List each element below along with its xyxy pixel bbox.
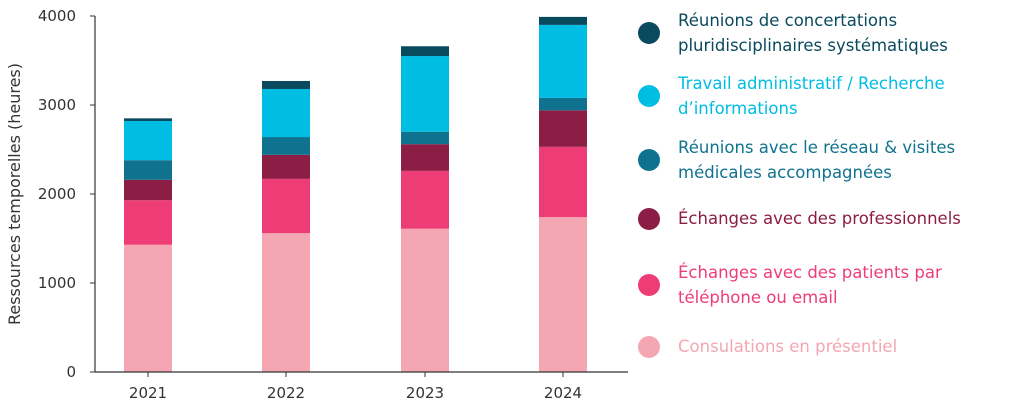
x-tick-label: 2022 bbox=[267, 384, 305, 402]
bar-segment bbox=[539, 97, 587, 111]
x-tick-label: 2024 bbox=[544, 384, 582, 402]
legend-item: Échanges avec des patients par téléphone… bbox=[638, 260, 1018, 320]
bar-segment bbox=[401, 228, 449, 372]
bar-segment bbox=[401, 46, 449, 57]
bar-segment bbox=[539, 110, 587, 147]
x-tick-label: 2021 bbox=[129, 384, 167, 402]
legend-label: Échanges avec des patients par téléphone… bbox=[678, 263, 942, 307]
legend-swatch bbox=[638, 22, 660, 44]
legend-item: Réunions avec le réseau & visites médica… bbox=[638, 135, 1018, 195]
legend-label: Échanges avec des professionnels bbox=[678, 209, 961, 228]
legend-swatch bbox=[638, 336, 660, 358]
bar-segment bbox=[124, 179, 172, 201]
bar-segment bbox=[539, 217, 587, 372]
bar-segment bbox=[539, 16, 587, 25]
legend-item: Travail administratif / Recherche d’info… bbox=[638, 71, 1018, 131]
bar-segment bbox=[124, 118, 172, 122]
bar-segment bbox=[262, 80, 310, 89]
stacked-bar-chart: 0 1000 2000 3000 4000 2021 2022 2023 2024 Resso… bbox=[5, 7, 628, 402]
bar-segment bbox=[401, 131, 449, 145]
bar-segment bbox=[262, 88, 310, 138]
legend-label: Réunions avec le réseau & visites médica… bbox=[678, 138, 956, 182]
bar-segment bbox=[124, 200, 172, 245]
bar-segment bbox=[401, 56, 449, 132]
x-axis-ticks: 2021 2022 2023 2024 bbox=[129, 372, 582, 402]
bar-segment bbox=[262, 178, 310, 234]
y-tick-label: 3000 bbox=[38, 96, 76, 114]
legend-label: Réunions de concertations pluridisciplin… bbox=[678, 11, 948, 55]
y-tick-label: 0 bbox=[66, 363, 76, 381]
bar-segment bbox=[262, 233, 310, 372]
legend-swatch bbox=[638, 274, 660, 296]
x-tick-label: 2023 bbox=[406, 384, 444, 402]
bar-segment bbox=[262, 154, 310, 179]
bar-segment bbox=[539, 146, 587, 218]
legend-swatch bbox=[638, 208, 660, 230]
bar-segment bbox=[124, 160, 172, 180]
legend-label: Travail administratif / Recherche d’info… bbox=[678, 74, 945, 118]
y-tick-label: 1000 bbox=[38, 274, 76, 292]
legend-swatch bbox=[638, 149, 660, 171]
bar-segment bbox=[124, 244, 172, 372]
bar-segment bbox=[401, 170, 449, 229]
legend-label: Consulations en présentiel bbox=[678, 337, 898, 356]
legend-item: Échanges avec des professionnels bbox=[638, 206, 1018, 266]
bar-segment bbox=[124, 121, 172, 161]
legend-item: Consulations en présentiel bbox=[638, 334, 1018, 394]
y-tick-label: 4000 bbox=[38, 7, 76, 25]
bars bbox=[124, 16, 587, 372]
y-tick-label: 2000 bbox=[38, 185, 76, 203]
y-axis-label: Ressources temporelles (heures) bbox=[5, 63, 24, 325]
bar-segment bbox=[401, 144, 449, 171]
bar-segment bbox=[539, 24, 587, 98]
legend-item: Réunions de concertations pluridisciplin… bbox=[638, 8, 1018, 68]
y-axis-ticks: 0 1000 2000 3000 4000 bbox=[38, 7, 95, 381]
legend-swatch bbox=[638, 85, 660, 107]
bar-segment bbox=[262, 137, 310, 155]
